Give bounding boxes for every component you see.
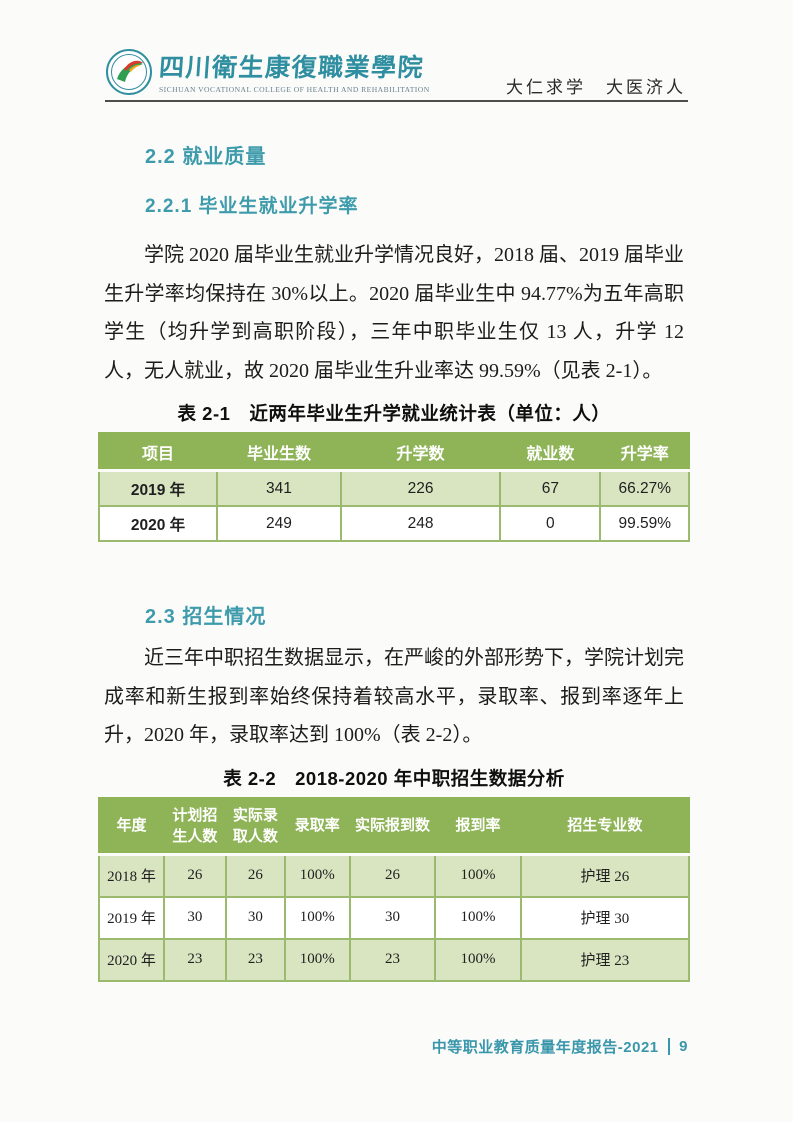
table-cell: 0 bbox=[499, 505, 602, 542]
table-cell: 23 bbox=[348, 937, 437, 982]
table-cell: 100% bbox=[283, 895, 351, 940]
table-row: 2020 年 23 23 100% 23 100% 护理 23 bbox=[98, 937, 691, 982]
table-2-2-header: 年度 计划招生人数 实际录取人数 录取率 实际报到数 报到率 招生专业数 bbox=[98, 796, 691, 856]
column-header: 升学数 bbox=[339, 432, 502, 472]
section-2-2-1-title: 2.2.1 毕业生就业升学率 bbox=[145, 196, 359, 217]
table-cell: 2019 年 bbox=[98, 469, 218, 507]
table-cell: 30 bbox=[224, 895, 286, 940]
column-header: 升学率 bbox=[599, 432, 690, 472]
table-2-1-header: 项目 毕业生数 升学数 就业数 升学率 bbox=[98, 432, 690, 472]
column-header: 实际报到数 bbox=[348, 796, 437, 856]
table-cell: 23 bbox=[224, 937, 286, 982]
table-cell: 30 bbox=[348, 895, 437, 940]
paragraph-enrollment: 近三年中职招生数据显示，在严峻的外部形势下，学院计划完成率和新生报到率始终保持着… bbox=[104, 647, 684, 746]
page-header: 四川衛生康復職業學院 SICHUAN VOCATIONAL COLLEGE OF… bbox=[105, 48, 688, 102]
table-2-2-body: 2018 年 26 26 100% 26 100% 护理 26 2019 年 30 30 100% 3… bbox=[98, 853, 691, 982]
table-header-row: 项目 毕业生数 升学数 就业数 升学率 bbox=[98, 432, 690, 472]
college-name-zh: 四川衛生康復職業學院 bbox=[158, 55, 425, 82]
page-body: 2.2 就业质量 2.2.1 毕业生就业升学率 学院 2020 届毕业生就业升学… bbox=[98, 102, 691, 982]
table-cell: 66.27% bbox=[599, 469, 690, 507]
footer-report-title: 中等职业教育质量年度报告-2021 bbox=[431, 1039, 659, 1056]
column-header: 报到率 bbox=[434, 796, 522, 856]
table-cell: 99.59% bbox=[599, 505, 690, 542]
column-header: 录取率 bbox=[283, 796, 351, 856]
column-header: 实际录取人数 bbox=[224, 796, 286, 856]
paragraph-employment: 学院 2020 届毕业生就业升学情况良好，2018 届、2019 届毕业生升学率… bbox=[104, 244, 684, 382]
table-cell: 26 bbox=[224, 853, 286, 898]
page-footer: 中等职业教育质量年度报告-2021 9 bbox=[432, 1036, 688, 1057]
table-cell: 100% bbox=[283, 937, 351, 982]
table-cell: 100% bbox=[434, 853, 522, 898]
column-header: 就业数 bbox=[499, 432, 602, 472]
table-header-row: 年度 计划招生人数 实际录取人数 录取率 实际报到数 报到率 招生专业数 bbox=[98, 796, 691, 856]
college-name-block: 四川衛生康復職業學院 SICHUAN VOCATIONAL COLLEGE OF… bbox=[158, 55, 430, 94]
table-row: 2020 年 249 248 0 99.59% bbox=[98, 505, 690, 542]
table-2-1-body: 2019 年 341 226 67 66.27% 2020 年 249 248 0 99.59% bbox=[98, 469, 690, 542]
college-logo: 四川衛生康復職業學院 SICHUAN VOCATIONAL COLLEGE OF… bbox=[105, 48, 430, 101]
table-row: 2018 年 26 26 100% 26 100% 护理 26 bbox=[98, 853, 691, 898]
table-cell: 249 bbox=[216, 505, 342, 542]
table-cell: 护理 23 bbox=[519, 937, 691, 982]
column-header: 年度 bbox=[98, 796, 165, 856]
column-header: 招生专业数 bbox=[519, 796, 691, 856]
table-cell: 100% bbox=[434, 937, 522, 982]
table-cell: 26 bbox=[348, 853, 437, 898]
footer-page-number: 9 bbox=[679, 1038, 688, 1055]
footer-divider bbox=[667, 1038, 671, 1055]
college-emblem-icon bbox=[105, 48, 153, 101]
section-2-2-title: 2.2 就业质量 bbox=[145, 146, 267, 168]
column-header: 计划招生人数 bbox=[162, 796, 227, 856]
table-cell: 100% bbox=[283, 853, 351, 898]
table-cell: 护理 26 bbox=[519, 853, 691, 898]
table-cell: 护理 30 bbox=[519, 895, 691, 940]
table-cell: 341 bbox=[216, 469, 342, 507]
table-cell: 23 bbox=[162, 937, 227, 982]
table-row: 2019 年 30 30 100% 30 100% 护理 30 bbox=[98, 895, 691, 940]
table-cell: 2018 年 bbox=[98, 853, 165, 898]
column-header: 项目 bbox=[98, 432, 218, 472]
table-cell: 2020 年 bbox=[98, 937, 165, 982]
college-motto: 大仁求学 大医济人 bbox=[506, 78, 686, 97]
table-cell: 226 bbox=[339, 469, 502, 507]
table-2-1: 项目 毕业生数 升学数 就业数 升学率 2019 年 341 226 67 66.27% 2020… bbox=[98, 432, 690, 542]
section-2-3-title: 2.3 招生情况 bbox=[145, 606, 267, 628]
table-row: 2019 年 341 226 67 66.27% bbox=[98, 469, 690, 507]
table-cell: 100% bbox=[434, 895, 522, 940]
table-2-2-title: 表 2-2 2018-2020 年中职招生数据分析 bbox=[223, 767, 565, 789]
table-2-2: 年度 计划招生人数 实际录取人数 录取率 实际报到数 报到率 招生专业数 2018 年 26 2… bbox=[98, 796, 691, 982]
table-cell: 26 bbox=[162, 853, 227, 898]
table-cell: 67 bbox=[499, 469, 602, 507]
table-cell: 2020 年 bbox=[98, 505, 218, 542]
table-cell: 30 bbox=[162, 895, 227, 940]
column-header: 毕业生数 bbox=[216, 432, 342, 472]
college-name-en: SICHUAN VOCATIONAL COLLEGE OF HEALTH AND… bbox=[159, 85, 430, 94]
table-2-1-title: 表 2-1 近两年毕业生升学就业统计表（单位：人） bbox=[177, 403, 611, 424]
table-cell: 2019 年 bbox=[98, 895, 165, 940]
table-cell: 248 bbox=[339, 505, 502, 542]
